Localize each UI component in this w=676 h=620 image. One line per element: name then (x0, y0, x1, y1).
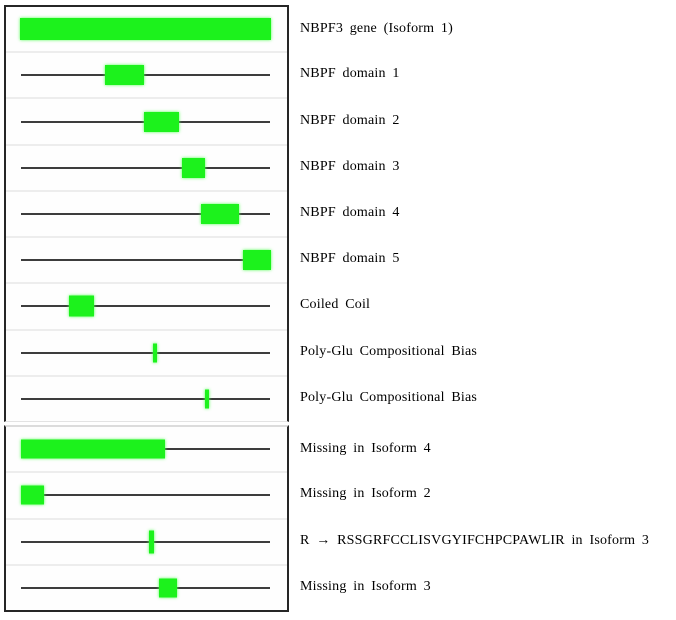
track-label-nbpf-domain-3: NBPF domain 3 (300, 158, 400, 174)
track-backbone-line (21, 74, 270, 77)
track-backbone-line (21, 494, 270, 497)
feature-nbpf-domain-2 (144, 111, 179, 132)
track-row-missing-isoform-3 (6, 563, 287, 610)
track-row-nbpf3-gene (6, 7, 287, 52)
feature-nbpf-domain-3 (182, 157, 205, 178)
track-row-poly-glu-bias-1 (6, 328, 287, 375)
track-backbone-line (21, 351, 270, 354)
track-row-nbpf-domain-4 (6, 189, 287, 237)
track-row-nbpf-domain-3 (6, 143, 287, 190)
track-row-nbpf-domain-5 (6, 236, 287, 283)
track-backbone-line (21, 586, 270, 589)
feature-nbpf-domain-4 (201, 203, 239, 224)
track-backbone-line (21, 259, 270, 262)
feature-variant-isoform-3 (149, 530, 154, 554)
track-label-missing-isoform-4: Missing in Isoform 4 (300, 441, 431, 457)
track-label-nbpf3-gene: NBPF3 gene (Isoform 1) (300, 21, 453, 37)
feature-missing-isoform-3 (159, 578, 177, 598)
track-backbone-line (21, 397, 270, 400)
track-label-missing-isoform-2: Missing in Isoform 2 (300, 486, 431, 502)
track-backbone-line (21, 540, 270, 543)
track-backbone-line (21, 212, 270, 215)
track-label-missing-isoform-3: Missing in Isoform 3 (300, 578, 431, 594)
track-label-nbpf-domain-1: NBPF domain 1 (300, 66, 400, 82)
track-label-coiled-coil: Coiled Coil (300, 297, 371, 313)
track-label-poly-glu-bias-2: Poly-Glu Compositional Bias (300, 389, 478, 405)
track-row-nbpf-domain-2 (6, 97, 287, 144)
feature-missing-isoform-4 (21, 439, 165, 459)
feature-nbpf-domain-5 (243, 250, 271, 271)
feature-panel-bottom (4, 425, 289, 612)
track-label-nbpf-domain-4: NBPF domain 4 (300, 204, 400, 220)
feature-poly-glu-bias-1 (153, 343, 157, 363)
feature-nbpf-domain-1 (105, 65, 144, 86)
track-label-poly-glu-bias-1: Poly-Glu Compositional Bias (300, 343, 478, 359)
track-row-poly-glu-bias-2 (6, 374, 287, 421)
track-backbone-line (21, 166, 270, 169)
feature-nbpf3-gene (20, 18, 271, 41)
track-row-missing-isoform-4 (6, 427, 287, 472)
track-label-variant-isoform-3: R → RSSGRFCCLISVGYIFCHPCPAWLIR in Isofor… (300, 532, 650, 548)
track-row-coiled-coil (6, 282, 287, 329)
track-backbone-line (21, 305, 270, 308)
track-row-variant-isoform-3 (6, 517, 287, 564)
track-label-nbpf-domain-5: NBPF domain 5 (300, 251, 400, 267)
feature-missing-isoform-2 (21, 485, 44, 505)
track-row-nbpf-domain-1 (6, 51, 287, 98)
feature-panel-top (4, 5, 289, 422)
feature-coiled-coil (69, 295, 94, 317)
track-row-missing-isoform-2 (6, 471, 287, 518)
track-label-nbpf-domain-2: NBPF domain 2 (300, 112, 400, 128)
feature-poly-glu-bias-2 (205, 389, 209, 409)
